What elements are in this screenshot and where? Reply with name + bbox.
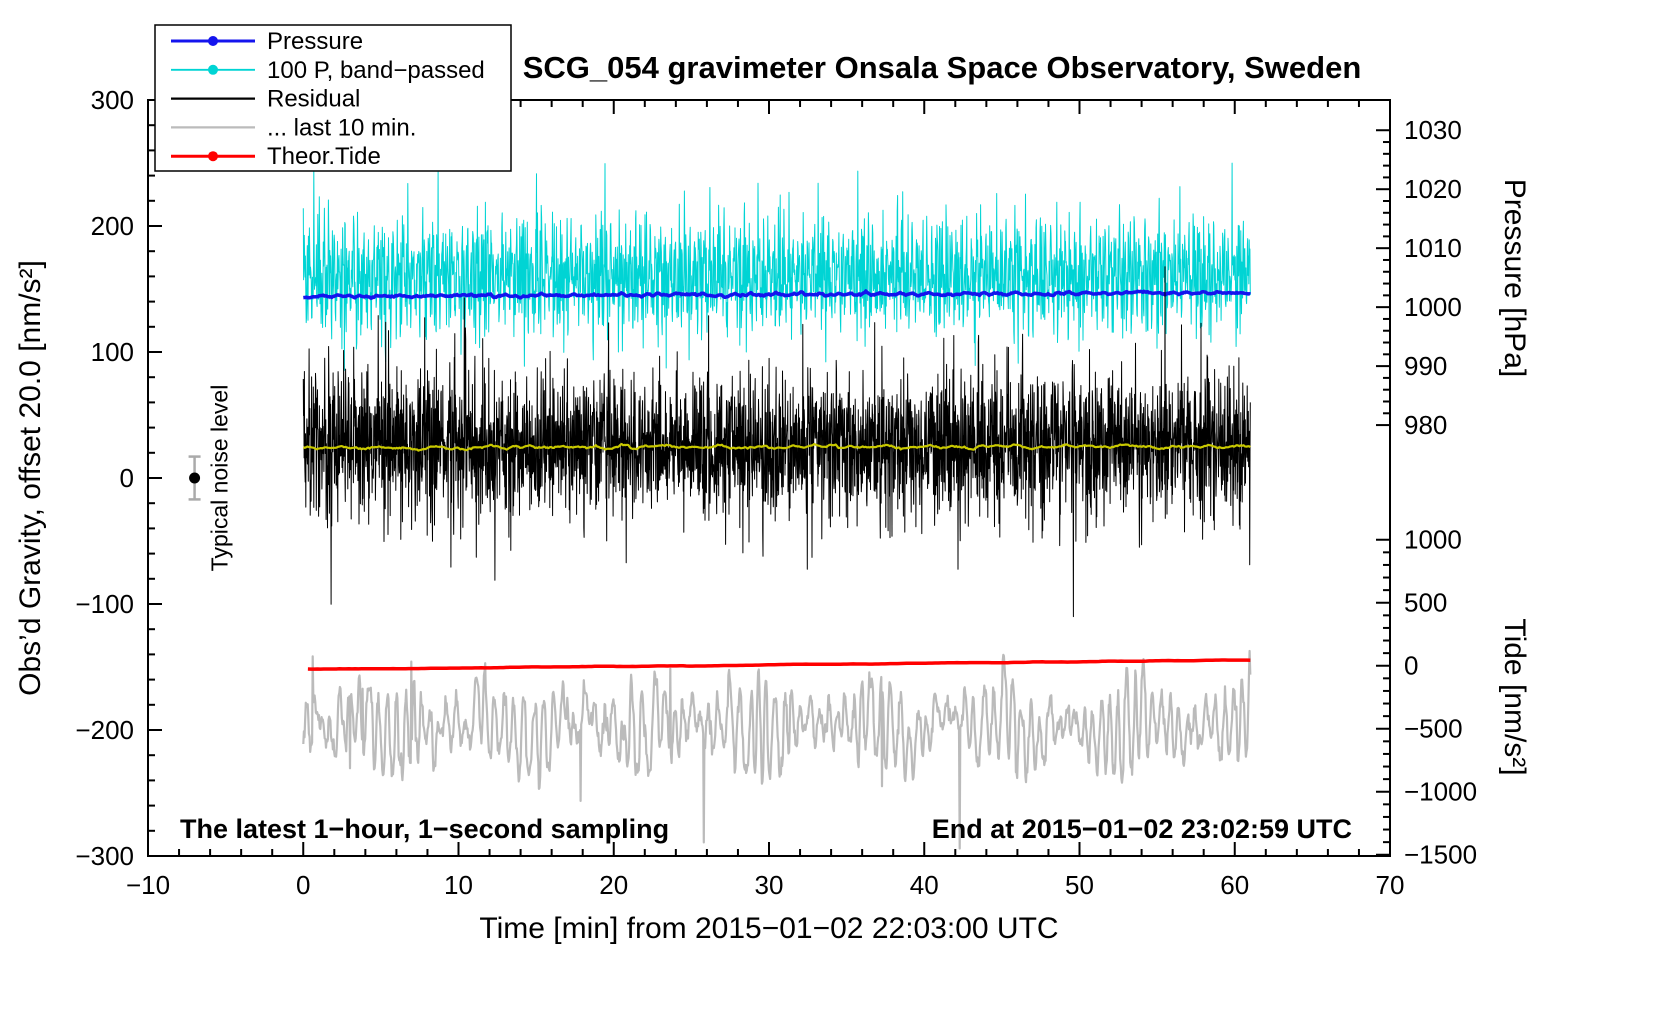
- series-group: [302, 162, 1252, 850]
- chart-title: SCG_054 gravimeter Onsala Space Observat…: [523, 50, 1362, 85]
- y-axis-label-pressure: Pressure [hPa]: [1498, 179, 1531, 377]
- svg-text:50: 50: [1065, 870, 1094, 900]
- annotation-sampling: The latest 1−hour, 1−second sampling: [180, 814, 669, 844]
- axis-ticks: [147, 99, 1391, 857]
- svg-text:200: 200: [91, 211, 134, 241]
- svg-text:20: 20: [599, 870, 628, 900]
- annotation-end-time: End at 2015−01−02 23:02:59 UTC: [932, 814, 1352, 844]
- svg-text:1030: 1030: [1404, 115, 1462, 145]
- svg-text:300: 300: [91, 85, 134, 115]
- series-pressure: [302, 289, 1252, 300]
- noise-marker: Typical noise level: [188, 385, 233, 572]
- svg-text:−1000: −1000: [1404, 777, 1477, 807]
- legend-label-last-10-min: ... last 10 min.: [267, 114, 416, 141]
- series-residual: [302, 266, 1251, 618]
- svg-text:1020: 1020: [1404, 174, 1462, 204]
- noise-level-label: Typical noise level: [207, 385, 233, 572]
- legend-label-pressure: Pressure: [267, 28, 363, 55]
- svg-text:−100: −100: [75, 589, 134, 619]
- svg-text:−500: −500: [1404, 714, 1463, 744]
- svg-text:−10: −10: [126, 870, 170, 900]
- svg-text:30: 30: [755, 870, 784, 900]
- y-axis-label-tide: Tide [nm/s²]: [1498, 618, 1531, 775]
- tick-labels: −10 0 10 20 30 40 50 60 70−300−200−1000100200300…: [75, 85, 1477, 900]
- svg-text:500: 500: [1404, 588, 1447, 618]
- svg-text:70: 70: [1376, 870, 1405, 900]
- svg-text:60: 60: [1220, 870, 1249, 900]
- svg-text:1010: 1010: [1404, 233, 1462, 263]
- svg-text:−200: −200: [75, 715, 134, 745]
- svg-text:0: 0: [296, 870, 310, 900]
- svg-text:990: 990: [1404, 351, 1447, 381]
- noise-marker-dot: [189, 472, 201, 484]
- svg-text:0: 0: [1404, 651, 1418, 681]
- svg-text:1000: 1000: [1404, 525, 1462, 555]
- legend-label-band-passed: 100 P, band−passed: [267, 57, 485, 84]
- svg-text:0: 0: [120, 463, 134, 493]
- svg-text:−1500: −1500: [1404, 840, 1477, 870]
- legend-label-theor-tide: Theor.Tide: [267, 143, 381, 170]
- y-axis-label-left: Obs’d Gravity, offset 20.0 [nm/s²]: [14, 260, 47, 696]
- series-tide: [307, 658, 1251, 671]
- svg-text:40: 40: [910, 870, 939, 900]
- series-last-10-min: [302, 649, 1252, 850]
- x-axis-label: Time [min] from 2015−01−02 22:03:00 UTC: [479, 912, 1058, 945]
- svg-text:100: 100: [91, 337, 134, 367]
- legend-dot-pressure: [208, 36, 218, 46]
- legend-label-residual: Residual: [267, 86, 360, 113]
- svg-text:1000: 1000: [1404, 292, 1462, 322]
- legend-dot-theor-tide: [208, 151, 218, 162]
- legend-dot-band-passed: [208, 64, 218, 75]
- series-band-passed: [302, 162, 1251, 371]
- svg-text:−300: −300: [75, 841, 134, 871]
- series-residual-smoothed: [302, 442, 1251, 452]
- svg-text:980: 980: [1404, 410, 1447, 440]
- svg-text:10: 10: [444, 870, 473, 900]
